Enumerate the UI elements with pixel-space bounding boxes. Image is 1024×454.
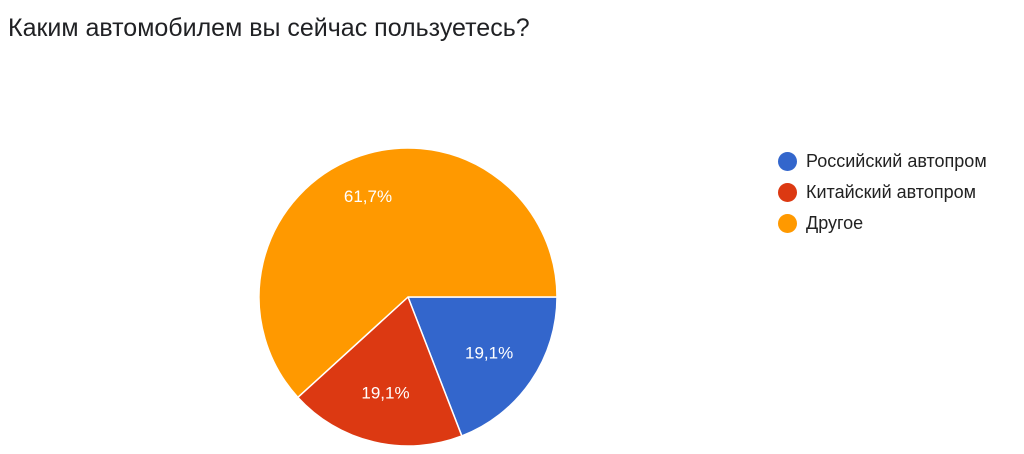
slice-label-chinese: 19,1% (361, 384, 409, 403)
legend-item-chinese[interactable]: Китайский автопром (778, 177, 987, 208)
legend-swatch-chinese (778, 183, 797, 202)
pie-slice-other[interactable] (258, 147, 558, 399)
legend-item-russian[interactable]: Российский автопром (778, 146, 987, 177)
slice-label-other: 61,7% (344, 187, 392, 206)
legend-swatch-russian (778, 152, 797, 171)
legend-item-other[interactable]: Другое (778, 208, 987, 239)
legend-label-russian: Российский автопром (806, 151, 987, 171)
slice-label-russian: 19,1% (465, 344, 513, 363)
chart-legend: Российский автопром Китайский автопром Д… (778, 146, 987, 239)
pie-slice-chinese[interactable] (296, 295, 463, 447)
legend-label-other: Другое (806, 213, 864, 233)
pie-slice-russian[interactable] (406, 296, 558, 437)
legend-label-chinese: Китайский автопром (806, 182, 977, 202)
legend-swatch-other (778, 214, 797, 233)
chart-title: Каким автомобилем вы сейчас пользуетесь? (8, 14, 530, 42)
